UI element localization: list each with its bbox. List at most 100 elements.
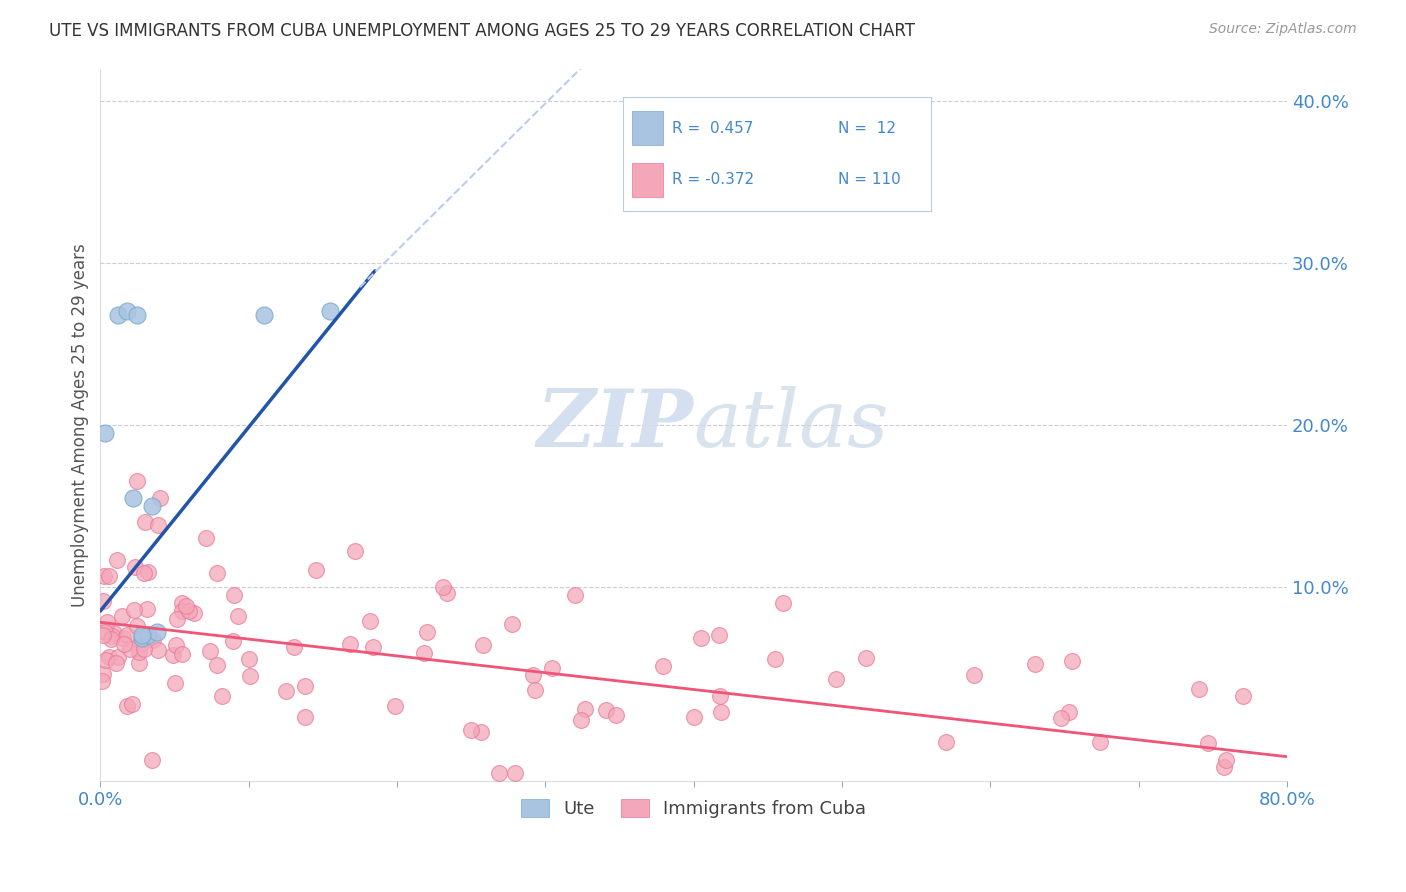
Point (91, 594, 114, 608)
Point (177, 604, 200, 618)
Point (319, 304, 342, 318)
Point (121, 697, 143, 711)
Point (93, 625, 115, 640)
Point (149, 491, 172, 505)
Point (503, 765, 526, 780)
Point (294, 680, 316, 694)
Point (221, 634, 243, 648)
Point (1050, 711, 1073, 725)
Point (935, 735, 957, 749)
Point (522, 668, 544, 682)
Point (384, 699, 406, 714)
Point (165, 639, 187, 653)
Point (690, 631, 713, 645)
Point (142, 633, 165, 648)
Point (117, 699, 139, 714)
Point (238, 651, 260, 665)
Point (125, 619, 148, 633)
Point (146, 642, 169, 657)
Point (131, 632, 153, 646)
Point (772, 596, 794, 610)
Point (569, 713, 592, 727)
Point (134, 566, 156, 581)
Point (166, 612, 188, 626)
Point (574, 702, 596, 716)
Point (460, 723, 482, 737)
Point (413, 646, 436, 660)
Point (118, 641, 141, 656)
Point (710, 705, 733, 719)
Point (709, 689, 731, 703)
Point (564, 588, 586, 602)
Point (136, 628, 159, 642)
Point (115, 628, 138, 642)
Point (98, 649, 121, 664)
Point (105, 657, 128, 671)
Point (1215, 753, 1237, 767)
Point (107, 308, 129, 322)
Point (763, 652, 786, 666)
Point (1232, 689, 1254, 703)
Point (100, 632, 122, 647)
Y-axis label: Unemployment Among Ages 25 to 29 years: Unemployment Among Ages 25 to 29 years (72, 243, 89, 607)
Point (294, 710, 316, 724)
Point (855, 651, 877, 665)
Point (134, 515, 156, 529)
Point (416, 625, 439, 640)
Point (124, 560, 146, 574)
Point (1197, 735, 1219, 749)
Point (683, 709, 706, 723)
Point (132, 642, 155, 657)
Point (283, 640, 305, 654)
Point (501, 616, 523, 631)
Point (541, 661, 564, 675)
Point (524, 683, 547, 698)
Point (239, 669, 262, 683)
Point (97, 568, 120, 582)
Point (183, 606, 205, 620)
Point (122, 603, 145, 617)
Point (135, 602, 157, 616)
Point (211, 689, 233, 703)
Point (141, 499, 163, 513)
Point (170, 604, 193, 618)
Point (115, 304, 138, 318)
Point (129, 636, 152, 650)
Point (195, 531, 218, 545)
Point (432, 580, 454, 594)
Point (128, 645, 150, 659)
Point (488, 765, 510, 780)
Point (436, 586, 458, 600)
Point (93, 569, 115, 583)
Point (127, 475, 149, 489)
Point (96, 615, 118, 629)
Point (205, 566, 228, 580)
Point (1188, 681, 1211, 696)
Point (112, 631, 135, 645)
Point (222, 588, 245, 602)
Point (274, 683, 297, 698)
Legend: Ute, Immigrants from Cuba: Ute, Immigrants from Cuba (515, 791, 873, 825)
Point (170, 647, 193, 661)
Point (198, 644, 221, 658)
Point (136, 566, 159, 580)
Text: UTE VS IMMIGRANTS FROM CUBA UNEMPLOYMENT AMONG AGES 25 TO 29 YEARS CORRELATION C: UTE VS IMMIGRANTS FROM CUBA UNEMPLOYMENT… (49, 22, 915, 40)
Point (205, 658, 228, 673)
Point (162, 648, 184, 662)
Point (96, 652, 118, 666)
Text: ZIP: ZIP (537, 386, 693, 464)
Point (111, 609, 134, 624)
Point (127, 308, 149, 322)
Point (343, 544, 366, 558)
Point (91, 667, 114, 681)
Point (304, 563, 326, 577)
Point (141, 753, 163, 767)
Point (605, 708, 627, 723)
Point (128, 656, 150, 670)
Point (339, 637, 361, 651)
Point (170, 596, 193, 610)
Point (105, 553, 128, 567)
Point (107, 649, 129, 664)
Point (472, 639, 495, 653)
Point (165, 676, 187, 690)
